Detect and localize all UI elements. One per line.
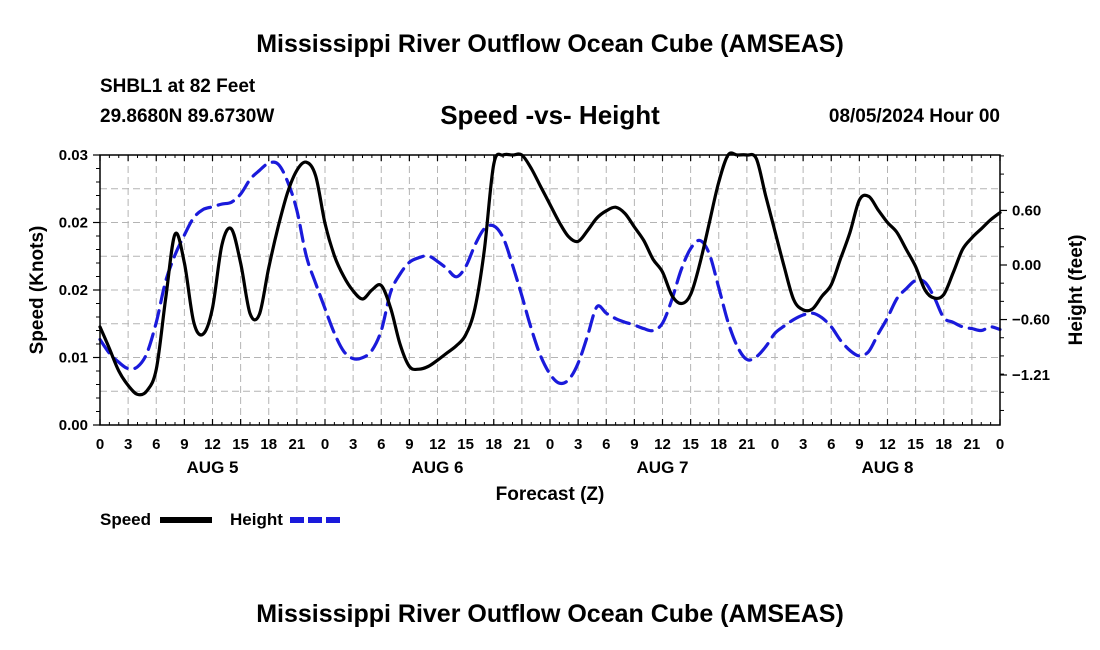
x-tick-label: 15 bbox=[457, 436, 474, 453]
x-tick-label: 18 bbox=[485, 436, 502, 453]
x-tick-label: 15 bbox=[232, 436, 249, 453]
x-tick-label: 3 bbox=[349, 436, 357, 453]
x-tick-label: 6 bbox=[152, 436, 160, 453]
legend-speed-label: Speed bbox=[100, 510, 151, 529]
y-right-tick-label: 0.60 bbox=[1012, 202, 1041, 219]
axes: 0 3 6 9 12 15 18 21 0 3 6 9 12 15 18 21 0 3 6 9 12 15 18 21 0 3 6 9… bbox=[59, 147, 1050, 477]
series-layer bbox=[98, 151, 1002, 397]
x-tick-label: 18 bbox=[710, 436, 727, 453]
grid bbox=[100, 155, 1000, 425]
x-tick-label: 12 bbox=[654, 436, 671, 453]
series-line-height bbox=[98, 160, 1002, 386]
series-line-speed bbox=[98, 151, 1002, 397]
x-tick-label: 0 bbox=[321, 436, 329, 453]
day-label: AUG 7 bbox=[637, 458, 689, 477]
x-tick-label: 9 bbox=[630, 436, 638, 453]
legend: Speed Height bbox=[100, 510, 342, 529]
coordinates-label: 29.8680N 89.6730W bbox=[100, 106, 275, 127]
day-label: AUG 5 bbox=[187, 458, 239, 477]
day-label: AUG 8 bbox=[862, 458, 914, 477]
station-label: SHBL1 at 82 Feet bbox=[100, 76, 256, 97]
y-left-tick-label: 0.00 bbox=[59, 417, 88, 434]
day-label: AUG 6 bbox=[412, 458, 464, 477]
y-right-tick-label: −1.21 bbox=[1012, 367, 1050, 384]
x-tick-label: 3 bbox=[124, 436, 132, 453]
x-tick-label: 0 bbox=[996, 436, 1004, 453]
y-left-tick-label: 0.03 bbox=[59, 147, 88, 164]
x-tick-label: 9 bbox=[405, 436, 413, 453]
bottom-title: Mississippi River Outflow Ocean Cube (AM… bbox=[256, 600, 844, 628]
x-tick-label: 21 bbox=[739, 436, 756, 453]
x-axis-label: Forecast (Z) bbox=[496, 484, 605, 505]
x-tick-label: 15 bbox=[907, 436, 924, 453]
x-tick-label: 18 bbox=[935, 436, 952, 453]
x-tick-label: 6 bbox=[827, 436, 835, 453]
x-tick-label: 12 bbox=[204, 436, 221, 453]
chart-subtitle: Speed -vs- Height bbox=[440, 100, 660, 130]
x-tick-label: 21 bbox=[514, 436, 531, 453]
forecast-datetime: 08/05/2024 Hour 00 bbox=[828, 106, 1000, 127]
y-right-tick-label: 0.00 bbox=[1012, 257, 1041, 274]
chart-title: Mississippi River Outflow Ocean Cube (AM… bbox=[256, 30, 844, 58]
y-axis-left-label: Speed (Knots) bbox=[27, 226, 48, 355]
x-tick-label: 0 bbox=[546, 436, 554, 453]
x-tick-label: 6 bbox=[602, 436, 610, 453]
y-right-tick-label: −0.60 bbox=[1012, 312, 1050, 329]
y-left-tick-label: 0.02 bbox=[59, 215, 88, 232]
x-tick-label: 0 bbox=[96, 436, 104, 453]
x-tick-label: 0 bbox=[771, 436, 779, 453]
x-tick-label: 3 bbox=[574, 436, 582, 453]
y-axis-right-label: Height (feet) bbox=[1066, 235, 1087, 346]
x-tick-label: 21 bbox=[964, 436, 981, 453]
x-tick-label: 9 bbox=[180, 436, 188, 453]
x-tick-label: 3 bbox=[799, 436, 807, 453]
x-tick-label: 18 bbox=[260, 436, 277, 453]
x-tick-label: 21 bbox=[289, 436, 306, 453]
x-tick-label: 9 bbox=[855, 436, 863, 453]
x-tick-label: 12 bbox=[429, 436, 446, 453]
legend-height-label: Height bbox=[230, 510, 283, 529]
y-left-tick-label: 0.01 bbox=[59, 350, 88, 367]
x-tick-label: 12 bbox=[879, 436, 896, 453]
x-tick-label: 15 bbox=[682, 436, 699, 453]
x-tick-label: 6 bbox=[377, 436, 385, 453]
y-left-tick-label: 0.02 bbox=[59, 282, 88, 299]
